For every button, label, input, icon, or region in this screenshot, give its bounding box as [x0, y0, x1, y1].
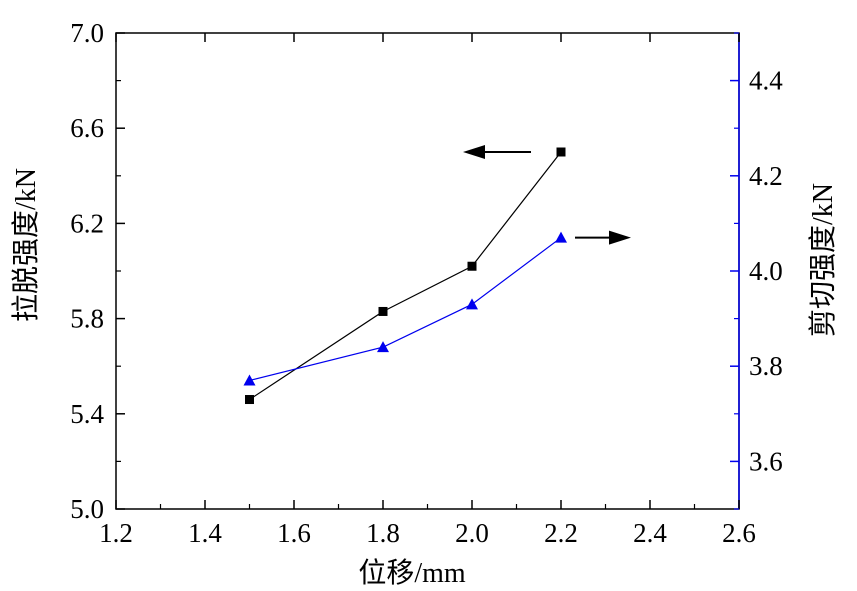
x-tick-label: 1.2 — [99, 518, 133, 548]
y-right-tick-label: 4.2 — [749, 161, 783, 191]
y-left-tick-label: 5.4 — [70, 399, 104, 429]
series-1-point — [555, 231, 567, 243]
series-0-point — [245, 395, 254, 405]
right-y-axis: 3.6 3.8 4.0 4.2 4.4 — [730, 32, 783, 510]
left-y-axis: 5.0 5.4 5.8 6.2 6.6 7.0 — [70, 18, 125, 524]
series-1-point — [243, 374, 256, 386]
y-right-tick-label: 4.0 — [749, 256, 783, 286]
left-y-axis-title: 拉脱强度/kN — [10, 168, 42, 322]
series-1-line — [249, 237, 562, 382]
y-left-tick-label: 5.8 — [70, 304, 104, 334]
plot-frame — [115, 32, 740, 510]
series-0-line — [249, 151, 562, 401]
series-layer — [243, 147, 567, 405]
series-0-point — [556, 147, 566, 157]
y-left-tick-label: 5.0 — [70, 494, 104, 524]
x-axis: 1.2 1.4 1.6 1.8 2.0 2.2 2.4 2.6 — [99, 33, 756, 548]
x-tick-label: 1.6 — [277, 518, 311, 548]
y-right-tick-label: 3.6 — [749, 446, 783, 476]
series-0-point — [378, 306, 388, 316]
series-0-point — [467, 261, 477, 271]
x-tick-label: 1.8 — [366, 518, 400, 548]
x-tick-label: 2.0 — [455, 518, 489, 548]
arrow-1-right-icon — [609, 230, 631, 245]
x-tick-label: 2.4 — [633, 518, 667, 548]
arrow-0-left-icon — [463, 145, 485, 159]
right-y-axis-title: 剪切强度/kN — [807, 183, 839, 337]
x-tick-label: 1.4 — [188, 518, 222, 548]
y-left-tick-label: 6.6 — [70, 113, 104, 143]
series-1-point — [466, 298, 478, 310]
series-1-point — [377, 341, 389, 353]
x-tick-label: 2.2 — [544, 518, 578, 548]
y-left-tick-label: 7.0 — [70, 18, 104, 48]
x-tick-label: 2.6 — [722, 518, 756, 548]
annotation-layer — [463, 145, 631, 245]
x-axis-title: 位移/mm — [358, 557, 466, 589]
y-left-tick-label: 6.2 — [70, 208, 104, 238]
y-right-tick-label: 4.4 — [749, 66, 783, 96]
y-right-tick-label: 3.8 — [749, 351, 783, 381]
axes-frame — [115, 32, 740, 510]
